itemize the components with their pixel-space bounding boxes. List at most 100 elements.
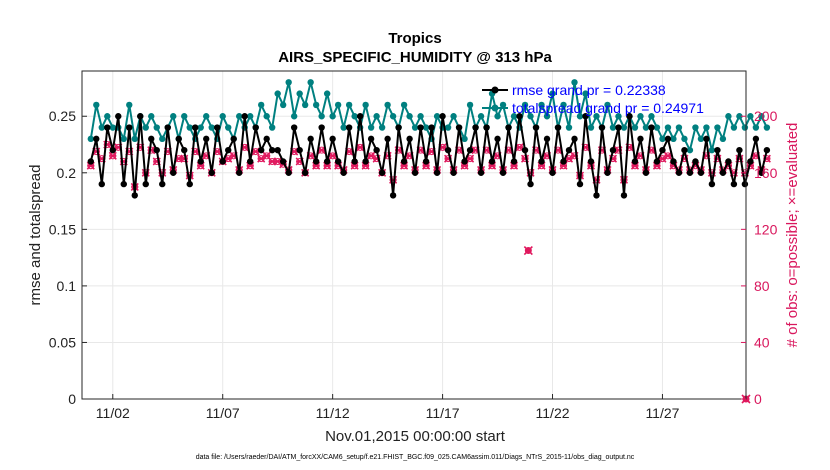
rmse-point xyxy=(554,124,562,131)
rmse-point xyxy=(406,135,413,143)
rmse-point xyxy=(538,158,545,165)
spread-point xyxy=(159,135,166,143)
rmse-point xyxy=(246,158,254,165)
spread-point xyxy=(153,124,160,131)
spread-point xyxy=(312,101,320,109)
spread-point xyxy=(582,90,589,97)
rmse-point xyxy=(312,158,320,165)
rmse-point xyxy=(225,146,232,154)
spread-point xyxy=(653,124,661,131)
spread-point xyxy=(604,101,611,109)
spread-point xyxy=(181,113,188,120)
x-tick-label: 11/22 xyxy=(536,405,570,421)
rmse-point xyxy=(505,124,512,131)
spread-point xyxy=(642,124,650,131)
rmse-point xyxy=(230,135,237,143)
spread-point xyxy=(631,124,639,131)
rmse-point xyxy=(252,124,259,131)
spread-point xyxy=(340,124,347,131)
x-tick-label: 11/12 xyxy=(316,405,350,421)
spread-point xyxy=(384,101,391,109)
rmse-point xyxy=(279,158,287,165)
rmse-point xyxy=(747,158,754,165)
left-tick-label: 0 xyxy=(68,391,76,407)
x-tick-label: 11/02 xyxy=(96,405,130,421)
spread-point xyxy=(301,101,309,109)
rmse-point xyxy=(274,146,281,154)
spread-point xyxy=(741,124,749,131)
rmse-point xyxy=(301,169,309,176)
x-tick-label: 11/07 xyxy=(206,405,240,421)
spread-point xyxy=(521,101,529,109)
spread-point xyxy=(203,113,210,120)
spread-point xyxy=(565,124,573,131)
rmse-point xyxy=(532,124,540,131)
spread-point xyxy=(560,101,567,109)
rmse-point xyxy=(334,158,342,165)
spread-point xyxy=(274,90,281,97)
rmse-point xyxy=(477,169,485,176)
spread-point xyxy=(406,113,413,120)
right-tick-label: 200 xyxy=(754,108,778,124)
rmse-point xyxy=(527,180,534,188)
rmse-point xyxy=(170,169,177,176)
spread-point xyxy=(587,124,595,131)
spread-point xyxy=(279,101,287,109)
rmse-point xyxy=(285,169,292,176)
rmse-point xyxy=(697,169,705,176)
rmse-point xyxy=(192,124,199,131)
spread-point xyxy=(763,124,771,131)
rmse-point xyxy=(241,113,248,120)
spread-point xyxy=(98,124,105,131)
rmse-point xyxy=(686,169,694,176)
rmse-point xyxy=(582,113,589,120)
spread-point xyxy=(637,113,644,120)
rmse-point xyxy=(384,135,391,143)
spread-point xyxy=(714,124,721,131)
spread-point xyxy=(307,79,314,86)
rmse-point xyxy=(307,135,314,143)
spread-point xyxy=(373,113,380,120)
right-tick-label: 0 xyxy=(754,391,762,407)
spread-point xyxy=(400,101,408,109)
rmse-point xyxy=(549,169,556,176)
spread-point xyxy=(466,101,474,109)
rmse-point xyxy=(763,146,771,154)
spread-point xyxy=(296,90,303,97)
rmse-point xyxy=(236,169,243,176)
spread-point xyxy=(290,113,298,120)
rmse-point xyxy=(137,113,144,120)
rmse-point xyxy=(461,158,468,165)
rmse-point xyxy=(455,124,463,131)
y-axis-label-left: rmse and totalspread xyxy=(27,165,44,306)
spread-point xyxy=(367,124,375,131)
spread-point xyxy=(571,79,578,86)
spread-point xyxy=(225,124,232,131)
rmse-point xyxy=(159,180,166,188)
left-tick-label: 0.25 xyxy=(49,108,76,124)
rmse-point xyxy=(263,135,270,143)
left-tick-label: 0.05 xyxy=(49,334,76,350)
rmse-point xyxy=(422,158,430,165)
spread-point xyxy=(681,135,688,143)
rmse-point xyxy=(510,158,518,165)
rmse-point xyxy=(257,146,265,154)
rmse-point xyxy=(692,158,699,165)
legend: rmse grand pr = 0.22338 totalspread gran… xyxy=(482,82,704,116)
rmse-point xyxy=(653,158,661,165)
legend-spread-marker xyxy=(491,104,499,112)
spread-point xyxy=(362,101,369,109)
rmse-point xyxy=(428,124,435,131)
rmse-point xyxy=(565,146,573,154)
rmse-point xyxy=(642,169,650,176)
rmse-point xyxy=(340,169,347,176)
obs-evaluated-point xyxy=(251,147,260,156)
spread-point xyxy=(236,113,243,120)
spread-point xyxy=(246,113,254,120)
obs-evaluated-point xyxy=(108,151,117,160)
spread-point xyxy=(593,113,600,120)
rmse-point xyxy=(93,135,100,143)
rmse-point xyxy=(670,158,677,165)
spread-point xyxy=(219,113,226,120)
spread-point xyxy=(675,124,683,131)
